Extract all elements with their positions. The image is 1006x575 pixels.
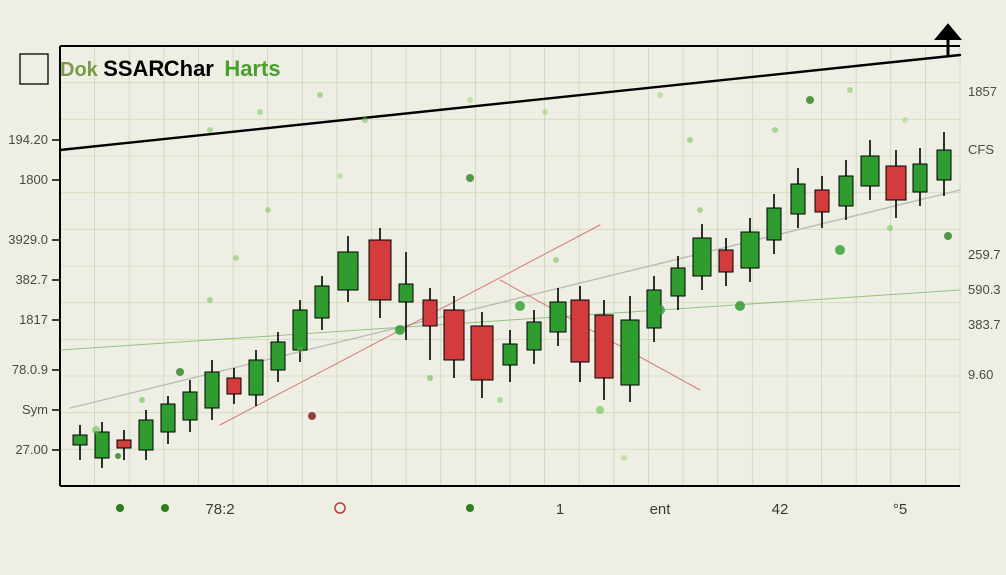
candle xyxy=(423,300,437,326)
candle xyxy=(73,435,87,445)
candle xyxy=(719,250,733,272)
y-tick-label-left: 27.00 xyxy=(15,442,48,457)
svg-text:Harts: Harts xyxy=(224,56,280,81)
x-marker-dot-icon xyxy=(161,504,169,512)
candle xyxy=(861,156,879,186)
candle xyxy=(550,302,566,332)
candle xyxy=(693,238,711,276)
y-tick-label-right: CFS xyxy=(968,142,994,157)
y-tick-label-right: 1857 xyxy=(968,84,997,99)
candle xyxy=(671,268,685,296)
svg-text:Char: Char xyxy=(164,56,215,81)
candle xyxy=(271,342,285,370)
y-tick-label-left: 194.20 xyxy=(8,132,48,147)
y-tick-label-left: 78.0.9 xyxy=(12,362,48,377)
candle xyxy=(503,344,517,365)
y-tick-label-right: 590.3 xyxy=(968,282,1001,297)
x-tick-label: 78:2 xyxy=(205,501,234,518)
candle xyxy=(161,404,175,432)
x-marker-dot-icon xyxy=(116,504,124,512)
chart-title: DokSSARChar Harts xyxy=(20,54,281,84)
candle xyxy=(399,284,413,302)
x-tick-label: °5 xyxy=(893,501,907,518)
candle xyxy=(249,360,263,395)
candle xyxy=(937,150,951,180)
candle xyxy=(471,326,493,380)
candle xyxy=(621,320,639,385)
candlestick-chart: 194.20 1800 3929.0 382.7 1817 78.0.9 Sym 27.00 1… xyxy=(0,0,1006,575)
y-tick-label-right: 259.7 xyxy=(968,247,1001,262)
y-tick-label-left: 1817 xyxy=(19,312,48,327)
candle xyxy=(139,420,153,450)
y-tick-label-left: 1800 xyxy=(19,172,48,187)
x-tick-label: 1 xyxy=(556,501,564,518)
candle xyxy=(338,252,358,290)
y-tick-label-right: 9.60 xyxy=(968,367,993,382)
candle xyxy=(444,310,464,360)
candle xyxy=(205,372,219,408)
y-tick-label-left: Sym xyxy=(22,402,48,417)
candle xyxy=(227,378,241,394)
candle xyxy=(767,208,781,240)
x-tick-label: ent xyxy=(650,501,672,518)
candle xyxy=(815,190,829,212)
y-tick-label-left: 382.7 xyxy=(15,272,48,287)
y-tick-label-right: 383.7 xyxy=(968,317,1001,332)
x-tick-label: 42 xyxy=(772,501,789,518)
candle xyxy=(183,392,197,420)
candle xyxy=(791,184,805,214)
candle xyxy=(117,440,131,448)
candle xyxy=(839,176,853,206)
candle xyxy=(595,315,613,378)
candle xyxy=(913,164,927,192)
chart-background xyxy=(0,0,1006,575)
candle xyxy=(527,322,541,350)
chart-container: 194.20 1800 3929.0 382.7 1817 78.0.9 Sym 27.00 1… xyxy=(0,0,1006,575)
svg-text:Dok: Dok xyxy=(60,59,99,81)
candle xyxy=(571,300,589,362)
candle xyxy=(741,232,759,268)
candle xyxy=(369,240,391,300)
candle xyxy=(95,432,109,458)
svg-text:SSAR: SSAR xyxy=(103,56,164,81)
y-tick-label-left: 3929.0 xyxy=(8,232,48,247)
x-marker-dot-icon xyxy=(466,504,474,512)
candle xyxy=(293,310,307,350)
candle xyxy=(886,166,906,200)
candle xyxy=(315,286,329,318)
